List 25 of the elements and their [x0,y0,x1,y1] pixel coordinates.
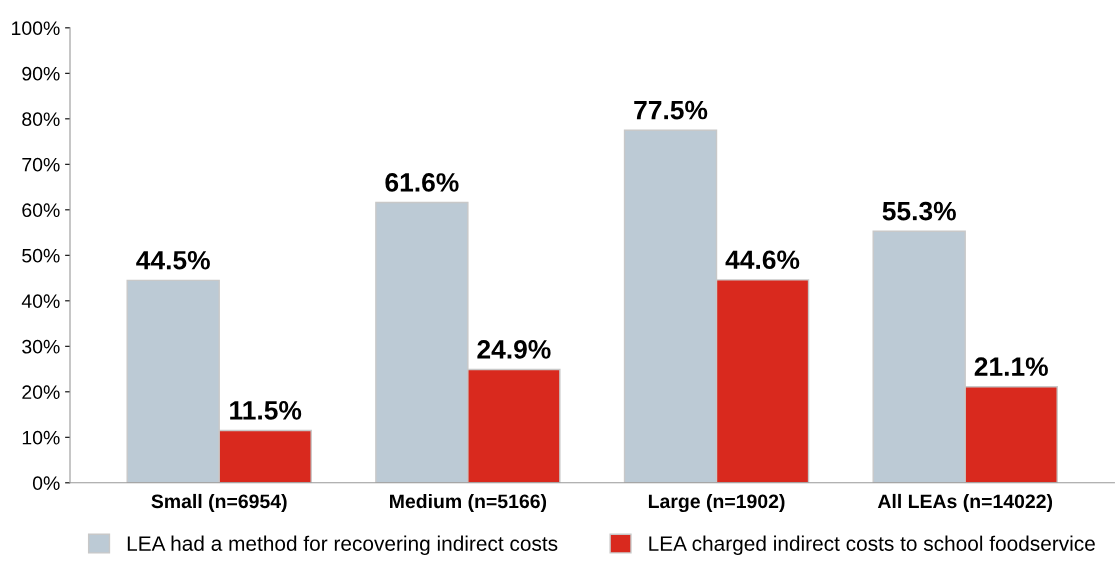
data-label: 55.3% [882,201,956,221]
y-tick-label: 40% [21,294,60,309]
x-tick-label: Large (n=1902) [648,493,785,513]
y-tick-label: 50% [22,248,60,263]
data-label: 21.1% [974,357,1048,376]
data-label: 44.5% [136,250,210,270]
y-tick-label: 90% [22,66,60,81]
y-tick-label: 80% [22,112,60,127]
x-tick-label: Small (n=6954) [151,493,287,513]
y-tick-label: 10% [22,430,60,445]
data-label: 44.6% [725,250,800,270]
y-tick-label: 0% [32,476,60,491]
x-tick-label: Medium (n=5166) [390,493,547,513]
y-tick-label: 100% [12,21,60,36]
y-tick-label: 30% [22,339,60,354]
y-tick-label: 20% [22,385,60,400]
data-label: 61.6% [385,173,459,192]
x-tick-label: All LEAs (n=14022) [877,493,1053,513]
data-label: 24.9% [477,340,551,359]
data-label: 77.5% [634,100,708,120]
data-label: 11.5% [230,401,302,420]
y-tick-label: 70% [22,157,60,172]
legend-label: LEA had a method for recovering indirect costs [127,535,558,556]
legend-label: LEA charged indirect costs to school foodservice [649,535,1095,556]
y-tick-label: 60% [22,203,60,218]
